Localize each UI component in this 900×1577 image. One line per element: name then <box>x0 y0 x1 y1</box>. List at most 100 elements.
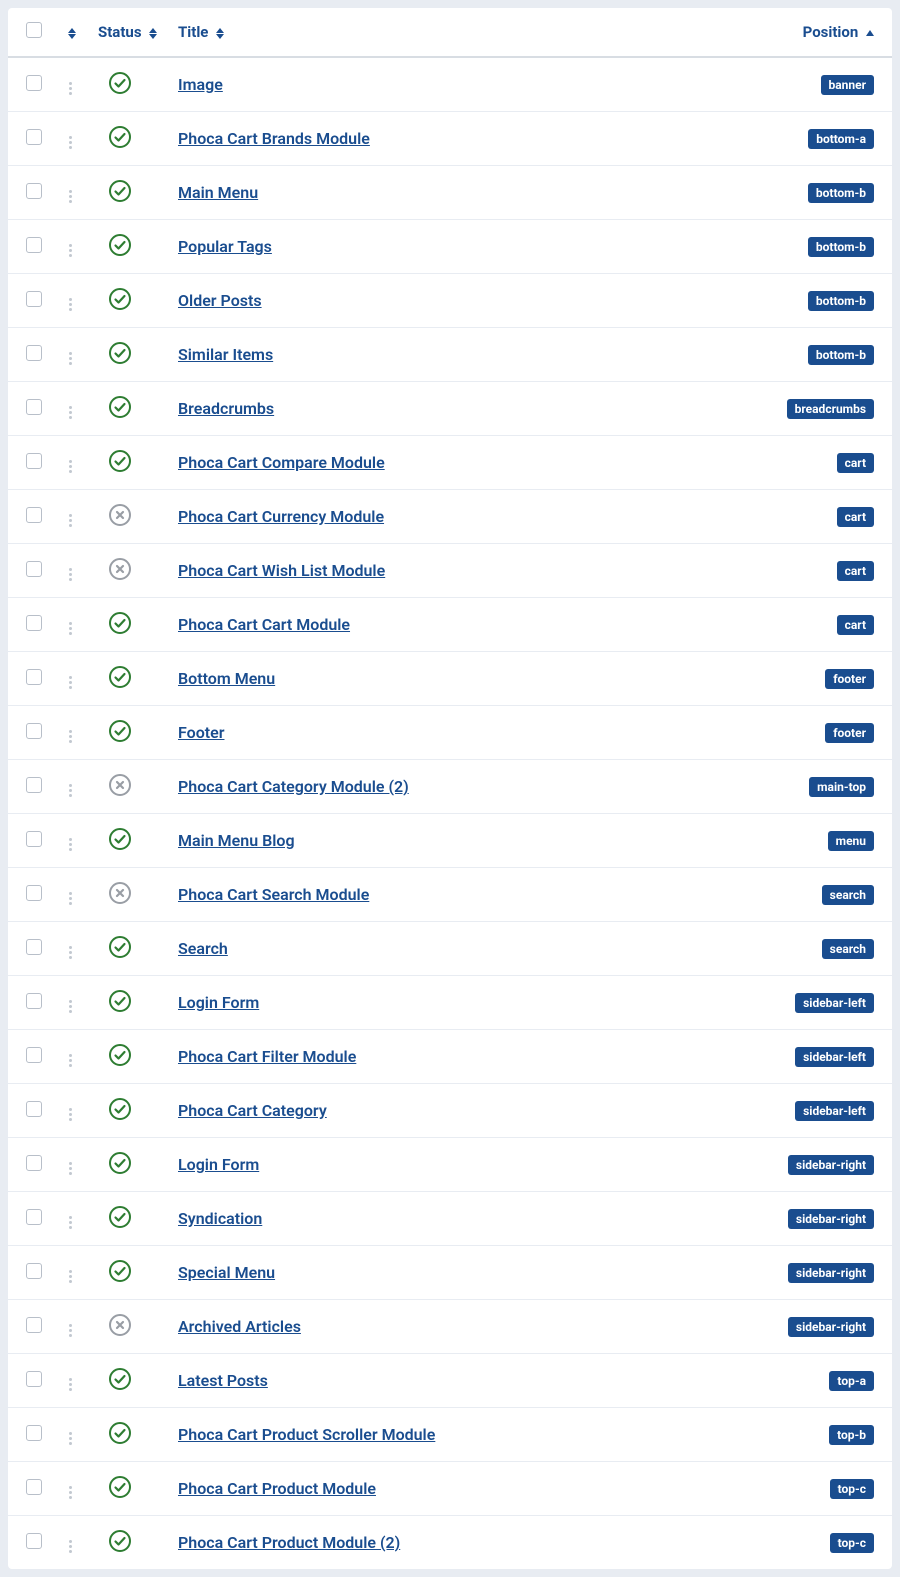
status-toggle[interactable] <box>108 179 132 203</box>
drag-handle-icon[interactable] <box>65 1428 76 1449</box>
module-title-link[interactable]: Special Menu <box>178 1263 275 1282</box>
module-title-link[interactable]: Breadcrumbs <box>178 399 274 418</box>
status-toggle[interactable] <box>108 827 132 851</box>
module-title-link[interactable]: Similar Items <box>178 345 273 364</box>
module-title-link[interactable]: Latest Posts <box>178 1371 268 1390</box>
drag-handle-icon[interactable] <box>65 1482 76 1503</box>
position-badge[interactable]: bottom-b <box>808 345 874 365</box>
status-toggle[interactable] <box>108 1097 132 1121</box>
module-title-link[interactable]: Search <box>178 939 228 958</box>
drag-handle-icon[interactable] <box>65 132 76 153</box>
status-toggle[interactable] <box>108 611 132 635</box>
drag-handle-icon[interactable] <box>65 456 76 477</box>
module-title-link[interactable]: Phoca Cart Category <box>178 1101 327 1120</box>
status-toggle[interactable] <box>108 449 132 473</box>
position-badge[interactable]: sidebar-left <box>795 1101 874 1121</box>
drag-handle-icon[interactable] <box>65 834 76 855</box>
module-title-link[interactable]: Popular Tags <box>178 237 272 256</box>
row-checkbox[interactable] <box>26 993 42 1009</box>
position-badge[interactable]: bottom-b <box>808 183 874 203</box>
drag-handle-icon[interactable] <box>65 1266 76 1287</box>
drag-handle-icon[interactable] <box>65 1158 76 1179</box>
status-toggle[interactable] <box>108 719 132 743</box>
status-toggle[interactable] <box>108 1205 132 1229</box>
module-title-link[interactable]: Footer <box>178 723 224 742</box>
position-badge[interactable]: cart <box>837 561 874 581</box>
drag-handle-icon[interactable] <box>65 780 76 801</box>
position-badge[interactable]: menu <box>828 831 874 851</box>
status-toggle[interactable] <box>108 557 132 581</box>
row-checkbox[interactable] <box>26 669 42 685</box>
row-checkbox[interactable] <box>26 885 42 901</box>
row-checkbox[interactable] <box>26 1155 42 1171</box>
module-title-link[interactable]: Older Posts <box>178 291 262 310</box>
position-badge[interactable]: banner <box>821 75 875 95</box>
drag-handle-icon[interactable] <box>65 618 76 639</box>
position-badge[interactable]: search <box>822 939 874 959</box>
module-title-link[interactable]: Phoca Cart Product Scroller Module <box>178 1425 435 1444</box>
status-toggle[interactable] <box>108 1529 132 1553</box>
status-toggle[interactable] <box>108 71 132 95</box>
header-order-sort[interactable] <box>50 8 90 57</box>
status-toggle[interactable] <box>108 341 132 365</box>
module-title-link[interactable]: Phoca Cart Cart Module <box>178 615 350 634</box>
drag-handle-icon[interactable] <box>65 1536 76 1557</box>
drag-handle-icon[interactable] <box>65 672 76 693</box>
module-title-link[interactable]: Phoca Cart Product Module <box>178 1479 376 1498</box>
row-checkbox[interactable] <box>26 1101 42 1117</box>
position-badge[interactable]: sidebar-left <box>795 1047 874 1067</box>
position-badge[interactable]: sidebar-right <box>788 1317 874 1337</box>
module-title-link[interactable]: Archived Articles <box>178 1317 301 1336</box>
row-checkbox[interactable] <box>26 453 42 469</box>
status-toggle[interactable] <box>108 233 132 257</box>
drag-handle-icon[interactable] <box>65 888 76 909</box>
drag-handle-icon[interactable] <box>65 1320 76 1341</box>
drag-handle-icon[interactable] <box>65 1050 76 1071</box>
position-badge[interactable]: cart <box>837 453 874 473</box>
status-toggle[interactable] <box>108 1313 132 1337</box>
status-toggle[interactable] <box>108 935 132 959</box>
position-badge[interactable]: bottom-a <box>808 129 874 149</box>
header-title[interactable]: Title <box>170 8 752 57</box>
status-toggle[interactable] <box>108 665 132 689</box>
row-checkbox[interactable] <box>26 615 42 631</box>
module-title-link[interactable]: Phoca Cart Category Module (2) <box>178 777 409 796</box>
header-position[interactable]: Position <box>752 8 892 57</box>
row-checkbox[interactable] <box>26 561 42 577</box>
row-checkbox[interactable] <box>26 1371 42 1387</box>
module-title-link[interactable]: Phoca Cart Compare Module <box>178 453 385 472</box>
row-checkbox[interactable] <box>26 399 42 415</box>
status-toggle[interactable] <box>108 395 132 419</box>
module-title-link[interactable]: Phoca Cart Product Module (2) <box>178 1533 400 1552</box>
position-badge[interactable]: search <box>822 885 874 905</box>
position-badge[interactable]: footer <box>825 723 874 743</box>
row-checkbox[interactable] <box>26 291 42 307</box>
position-badge[interactable]: top-a <box>829 1371 874 1391</box>
position-badge[interactable]: cart <box>837 615 874 635</box>
status-toggle[interactable] <box>108 1151 132 1175</box>
status-toggle[interactable] <box>108 1367 132 1391</box>
module-title-link[interactable]: Phoca Cart Filter Module <box>178 1047 356 1066</box>
position-badge[interactable]: sidebar-right <box>788 1155 874 1175</box>
position-badge[interactable]: sidebar-left <box>795 993 874 1013</box>
row-checkbox[interactable] <box>26 1533 42 1549</box>
drag-handle-icon[interactable] <box>65 564 76 585</box>
position-badge[interactable]: footer <box>825 669 874 689</box>
drag-handle-icon[interactable] <box>65 402 76 423</box>
position-badge[interactable]: sidebar-right <box>788 1263 874 1283</box>
row-checkbox[interactable] <box>26 831 42 847</box>
position-badge[interactable]: top-c <box>830 1479 874 1499</box>
position-badge[interactable]: top-c <box>830 1533 874 1553</box>
status-toggle[interactable] <box>108 989 132 1013</box>
drag-handle-icon[interactable] <box>65 240 76 261</box>
drag-handle-icon[interactable] <box>65 294 76 315</box>
drag-handle-icon[interactable] <box>65 348 76 369</box>
status-toggle[interactable] <box>108 1475 132 1499</box>
module-title-link[interactable]: Phoca Cart Brands Module <box>178 129 370 148</box>
drag-handle-icon[interactable] <box>65 78 76 99</box>
row-checkbox[interactable] <box>26 1425 42 1441</box>
row-checkbox[interactable] <box>26 723 42 739</box>
header-status[interactable]: Status <box>90 8 170 57</box>
row-checkbox[interactable] <box>26 237 42 253</box>
module-title-link[interactable]: Bottom Menu <box>178 669 275 688</box>
